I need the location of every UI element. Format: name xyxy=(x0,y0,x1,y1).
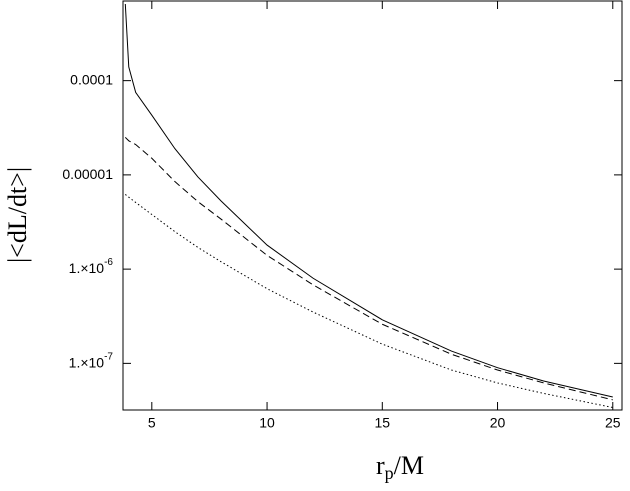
y-tick-label: 0.0001 xyxy=(70,71,113,87)
y-tick-mantissa: 0.0001 xyxy=(70,71,113,87)
x-tick-label: 25 xyxy=(605,415,621,431)
y-tick-label: 0.00001 xyxy=(62,166,113,182)
y-axis-label: |<dL/dt>| xyxy=(3,167,32,263)
y-tick-label: 1.×10-7 xyxy=(69,351,114,370)
x-tick-label: 20 xyxy=(490,415,506,431)
plot-frame xyxy=(122,0,623,411)
series-line xyxy=(124,194,613,409)
series-line xyxy=(124,4,613,398)
x-label-main: r xyxy=(376,451,385,480)
y-tick-mantissa: 1.×10 xyxy=(69,354,105,370)
y-tick-mantissa: 1.×10 xyxy=(69,260,105,276)
y-tick-exponent: -7 xyxy=(104,351,113,362)
x-tick-label: 15 xyxy=(375,415,391,431)
x-tick-label: 10 xyxy=(259,415,275,431)
series-line xyxy=(124,137,613,401)
x-label-rest: /M xyxy=(394,451,424,480)
x-axis-label: rp/M xyxy=(376,451,424,483)
x-label-sub: p xyxy=(385,463,394,483)
x-tick-label: 5 xyxy=(148,415,156,431)
y-tick-mantissa: 0.00001 xyxy=(62,166,113,182)
y-tick-exponent: -6 xyxy=(104,257,113,268)
y-tick-label: 1.×10-6 xyxy=(69,257,114,276)
